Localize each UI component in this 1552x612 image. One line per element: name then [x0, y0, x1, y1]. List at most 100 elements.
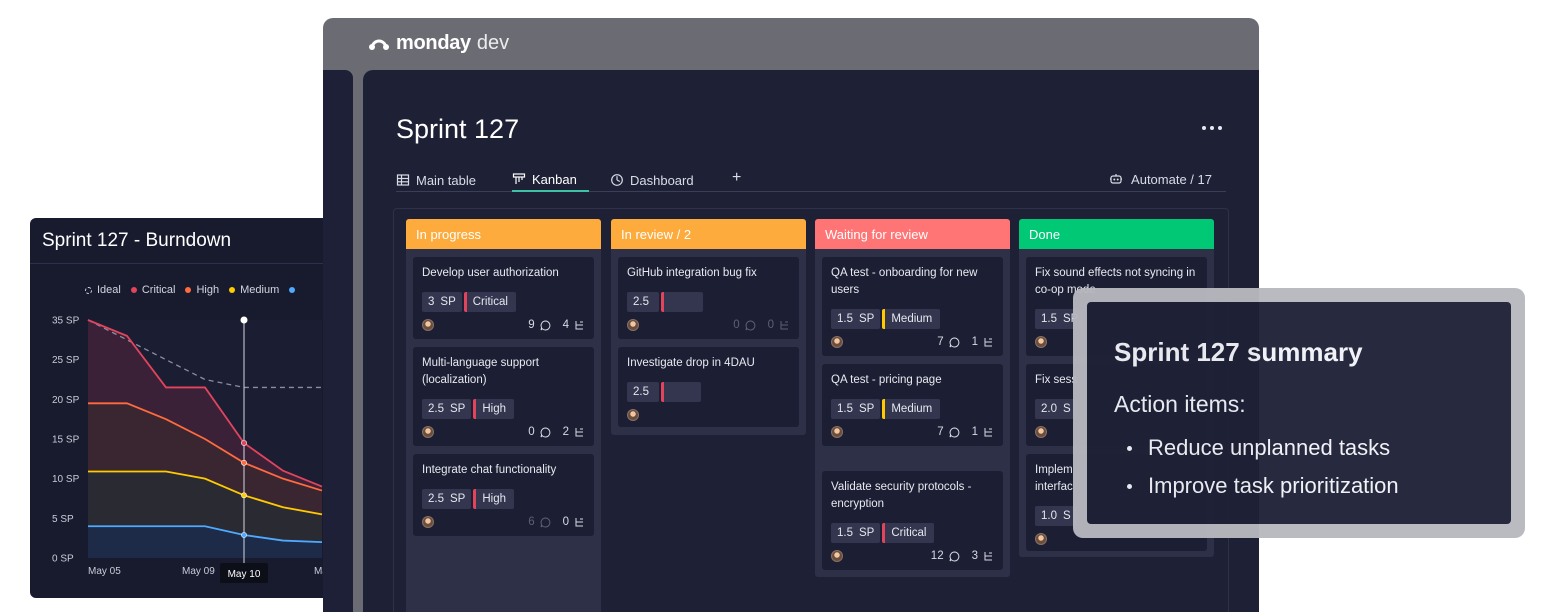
avatar[interactable] [831, 426, 843, 438]
y-tick-label: 10 SP [52, 474, 80, 485]
summary-card: Sprint 127 summary Action items: Reduce … [1087, 302, 1511, 524]
card-title: Fix sound effects not syncing in co-op m… [1035, 267, 1196, 296]
tab-kanban[interactable]: Kanban [512, 168, 589, 192]
comments-count[interactable]: 7 [937, 426, 959, 438]
column-header[interactable]: In progress [406, 219, 601, 249]
story-points-badge[interactable]: 3 SP [422, 292, 462, 312]
priority-badge[interactable]: High [473, 489, 514, 509]
legend-label: Ideal [97, 284, 121, 296]
summary-title: Sprint 127 summary [1114, 337, 1363, 367]
tab-main-table[interactable]: Main table [396, 168, 476, 192]
subitems-count[interactable]: 2 [563, 426, 585, 438]
kanban-card[interactable]: Validate security protocols - encryption… [822, 471, 1003, 570]
subitems-count[interactable]: 1 [972, 336, 994, 348]
series-line-medium [88, 470, 323, 516]
priority-badge[interactable]: High [473, 399, 514, 419]
avatar[interactable] [831, 550, 843, 562]
story-points-badge[interactable]: 2.0 S [1035, 399, 1077, 419]
story-points-badge[interactable]: 1.0 S [1035, 506, 1077, 526]
kanban-card[interactable]: Investigate drop in 4DAU 2.5 [618, 347, 799, 427]
kanban-card[interactable]: GitHub integration bug fix 2.5 0 0 [618, 257, 799, 339]
story-points-badge[interactable]: 2.5 SP [422, 399, 472, 419]
comments-count[interactable]: 0 [528, 426, 550, 438]
priority-badge[interactable]: Medium [882, 399, 941, 419]
subitems-count[interactable]: 4 [563, 319, 585, 331]
comments-value: 9 [528, 319, 535, 331]
kanban-icon [512, 173, 526, 184]
add-view-button[interactable]: + [732, 169, 742, 186]
more-options-icon[interactable] [1197, 118, 1227, 138]
y-tick-label: 0 SP [52, 554, 74, 565]
priority-badge[interactable] [661, 382, 701, 402]
priority-badge[interactable]: Critical [882, 523, 935, 543]
priority-badge[interactable] [661, 292, 703, 312]
subitems-count[interactable]: 3 [972, 550, 994, 562]
priority-badge[interactable]: Medium [882, 309, 941, 329]
avatar[interactable] [627, 319, 639, 331]
avatar[interactable] [627, 409, 639, 421]
comments-count[interactable]: 12 [931, 550, 960, 562]
subitems-value: 0 [767, 319, 774, 331]
point-marker-high [241, 459, 247, 466]
avatar[interactable] [1035, 426, 1047, 438]
high-area [88, 403, 322, 515]
priority-badge[interactable]: Critical [463, 292, 516, 312]
avatar[interactable] [422, 319, 434, 331]
subitems-count[interactable]: 1 [972, 426, 994, 438]
comment-icon [540, 426, 550, 437]
column-header[interactable]: Waiting for review [815, 219, 1010, 249]
comment-icon [949, 550, 959, 561]
story-points-badge[interactable]: 2.5 [627, 382, 659, 402]
comments-count[interactable]: 9 [528, 319, 550, 331]
card-title: Develop user authorization [422, 267, 559, 279]
card-title: GitHub integration bug fix [627, 267, 757, 279]
subitems-value: 2 [562, 426, 569, 438]
story-points-badge[interactable]: 1.5 SP [831, 523, 881, 543]
column-header[interactable]: In review / 2 [611, 219, 806, 249]
legend-marker [130, 287, 137, 293]
story-points-value: 1.0 [1041, 510, 1057, 522]
story-points-value: 2.0 [1041, 403, 1057, 415]
x-tick-label: May 09 [182, 566, 215, 577]
action-item-text: Improve task prioritization [1148, 473, 1399, 498]
story-points-badge[interactable]: 1.5 SP [831, 399, 881, 419]
story-points-badge[interactable]: 2.5 SP [422, 489, 472, 509]
kanban-card[interactable]: QA test - onboarding for new users 1.5 SP… [822, 257, 1003, 356]
kanban-column: In progress Develop user authorization 3… [406, 219, 601, 612]
comments-count[interactable]: 0 [733, 319, 755, 331]
legend-item-ideal[interactable]: Ideal [85, 284, 121, 296]
legend-item-high[interactable]: High [185, 284, 219, 296]
y-tick-label: 35 SP [52, 316, 80, 327]
comments-value: 0 [528, 426, 535, 438]
subitems-count[interactable]: 0 [563, 516, 585, 528]
comment-icon [540, 319, 550, 330]
comments-count[interactable]: 7 [937, 336, 959, 348]
avatar[interactable] [422, 426, 434, 438]
avatar[interactable] [1035, 336, 1047, 348]
story-points-value: 1.5 [837, 527, 853, 539]
legend-item-low[interactable] [289, 284, 300, 296]
action-item: Reduce unplanned tasks [1127, 429, 1399, 467]
story-points-badge[interactable]: 1.5 SP [1035, 309, 1085, 329]
brand-name: monday [396, 32, 471, 54]
avatar[interactable] [422, 516, 434, 528]
column-header[interactable]: Done [1019, 219, 1214, 249]
story-points-value: 1.5 [1041, 313, 1057, 325]
story-points-badge[interactable]: 2.5 [627, 292, 659, 312]
story-points-badge[interactable]: 1.5 SP [831, 309, 881, 329]
legend-item-medium[interactable]: Medium [229, 284, 279, 296]
avatar[interactable] [1035, 533, 1047, 545]
legend-item-critical[interactable]: Critical [130, 284, 175, 296]
subitems-count[interactable]: 0 [768, 319, 790, 331]
series-line-ideal [87, 319, 322, 389]
tab-dashboard[interactable]: Dashboard [610, 168, 694, 192]
automate-button[interactable]: Automate / 17 [1109, 168, 1212, 190]
divider [30, 263, 323, 264]
kanban-card[interactable]: Develop user authorization 3 SP Critical … [413, 257, 594, 339]
comments-count[interactable]: 6 [528, 516, 550, 528]
series-line-critical [87, 319, 323, 488]
kanban-card[interactable]: Integrate chat functionality 2.5 SP High … [413, 454, 594, 536]
kanban-card[interactable]: Multi-language support (localization) 2.… [413, 347, 594, 446]
avatar[interactable] [831, 336, 843, 348]
kanban-card[interactable]: QA test - pricing page 1.5 SP Medium 7 1 [822, 364, 1003, 446]
